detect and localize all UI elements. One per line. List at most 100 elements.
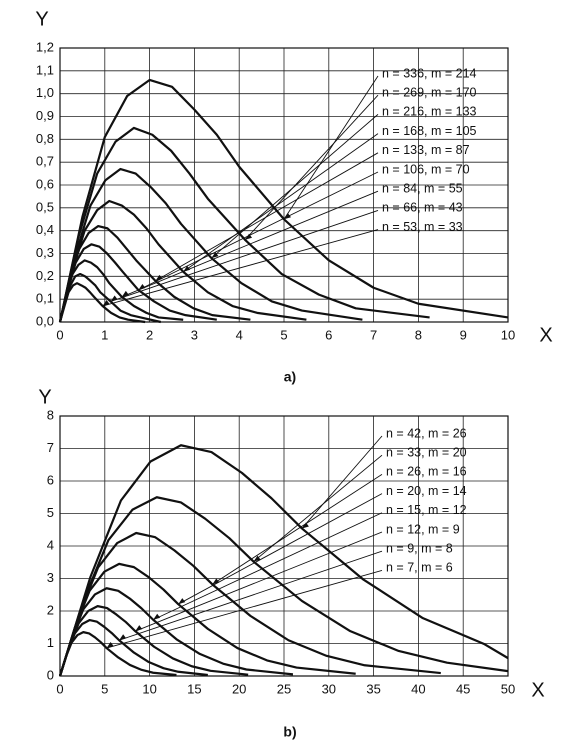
x-tick-label: 4 — [236, 327, 243, 342]
curve — [58, 587, 294, 677]
plot-frame — [59, 415, 509, 677]
caption: a) — [284, 369, 296, 385]
curve — [58, 496, 509, 677]
leader-arrow — [110, 295, 118, 302]
leader-line — [152, 512, 383, 621]
x-axis-title: X — [531, 679, 544, 701]
y-tick-label: 1,0 — [36, 85, 54, 100]
x-tick-label: 10 — [142, 681, 156, 696]
leader-arrow — [121, 290, 129, 297]
leader-line — [110, 209, 379, 302]
leader-line — [211, 114, 379, 259]
leader-line — [283, 75, 379, 220]
curve-label: n = 20, m = 14 — [386, 484, 467, 498]
y-tick-label: 0,6 — [36, 176, 54, 191]
x-tick-label: 0 — [56, 327, 63, 342]
curve-label: n = 12, m = 9 — [386, 522, 460, 536]
curve-label: n = 269, m = 170 — [382, 85, 477, 99]
leader-line — [138, 171, 379, 291]
leader-arrow — [153, 613, 161, 620]
x-tick-label: 35 — [366, 681, 380, 696]
x-tick-label: 50 — [501, 681, 515, 696]
leader-arrow — [138, 284, 146, 291]
y-tick-label: 0,7 — [36, 154, 54, 169]
y-tick-label: 8 — [47, 407, 54, 422]
x-tick-label: 2 — [146, 327, 153, 342]
curve — [58, 282, 146, 324]
curve — [58, 126, 430, 323]
y-tick-label: 1,2 — [36, 39, 54, 54]
leader-arrow — [106, 642, 114, 649]
caption: b) — [283, 724, 296, 740]
y-tick-label: 0,5 — [36, 199, 54, 214]
x-tick-label: 20 — [232, 681, 246, 696]
leader-line — [182, 133, 379, 273]
curve — [58, 605, 249, 677]
leader-arrow — [102, 300, 110, 307]
leader-arrow — [178, 598, 186, 605]
leader-arrow — [245, 233, 253, 240]
leader-arrow — [119, 634, 127, 641]
curve-label: n = 66, m = 43 — [382, 201, 463, 215]
curve-label: n = 7, m = 6 — [386, 561, 453, 575]
x-tick-label: 30 — [322, 681, 336, 696]
curve-label: n = 33, m = 20 — [386, 445, 467, 459]
x-tick-label: 15 — [187, 681, 201, 696]
x-tick-label: 9 — [460, 327, 467, 342]
x-tick-label: 25 — [277, 681, 291, 696]
curve-label: n = 133, m = 87 — [382, 143, 470, 157]
leader-line — [135, 531, 383, 632]
leader-line — [155, 152, 379, 282]
curve — [58, 259, 184, 323]
x-tick-label: 8 — [415, 327, 422, 342]
curve-label: n = 53, m = 33 — [382, 220, 463, 234]
x-tick-label: 40 — [411, 681, 425, 696]
curve-label: n = 15, m = 12 — [386, 503, 467, 517]
curve — [58, 225, 251, 323]
leader-line — [106, 569, 383, 649]
curve — [58, 619, 208, 677]
y-tick-label: 0,2 — [36, 268, 54, 283]
curve-label: n = 168, m = 105 — [382, 124, 477, 138]
curve — [58, 444, 509, 677]
leader-line — [178, 493, 383, 605]
y-axis-title: Y — [38, 386, 51, 408]
plot-frame — [59, 47, 509, 323]
leader-arrow — [211, 252, 219, 259]
y-tick-label: 0,0 — [36, 313, 54, 328]
leader-arrow — [135, 625, 143, 632]
y-axis-title: Y — [35, 8, 48, 30]
curve-label: n = 216, m = 133 — [382, 105, 477, 119]
y-tick-label: 1,1 — [36, 62, 54, 77]
x-tick-label: 1 — [101, 327, 108, 342]
curve — [58, 531, 441, 677]
leader-arrow — [183, 265, 191, 272]
y-tick-label: 0,9 — [36, 108, 54, 123]
leader-line — [118, 550, 383, 641]
y-tick-label: 0,1 — [36, 291, 54, 306]
leader-line — [244, 94, 379, 241]
y-tick-label: 1 — [47, 635, 54, 650]
y-tick-label: 0,8 — [36, 131, 54, 146]
curve — [58, 199, 307, 323]
y-tick-label: 4 — [47, 537, 54, 552]
y-tick-label: 6 — [47, 472, 54, 487]
curve — [58, 78, 509, 323]
x-tick-label: 3 — [191, 327, 198, 342]
y-tick-label: 3 — [47, 570, 54, 585]
y-tick-label: 2 — [47, 602, 54, 617]
curve — [58, 272, 162, 324]
curve — [58, 562, 356, 677]
curve-label: n = 106, m = 70 — [382, 162, 470, 176]
curve-label: n = 9, m = 8 — [386, 541, 453, 555]
curve-label: n = 42, m = 26 — [386, 426, 467, 440]
y-tick-label: 0 — [47, 667, 54, 682]
curve — [58, 631, 177, 677]
y-tick-label: 5 — [47, 505, 54, 520]
curve-label: n = 26, m = 16 — [386, 465, 467, 479]
x-tick-label: 10 — [501, 327, 515, 342]
leader-line — [102, 229, 379, 307]
y-tick-label: 0,4 — [36, 222, 54, 237]
